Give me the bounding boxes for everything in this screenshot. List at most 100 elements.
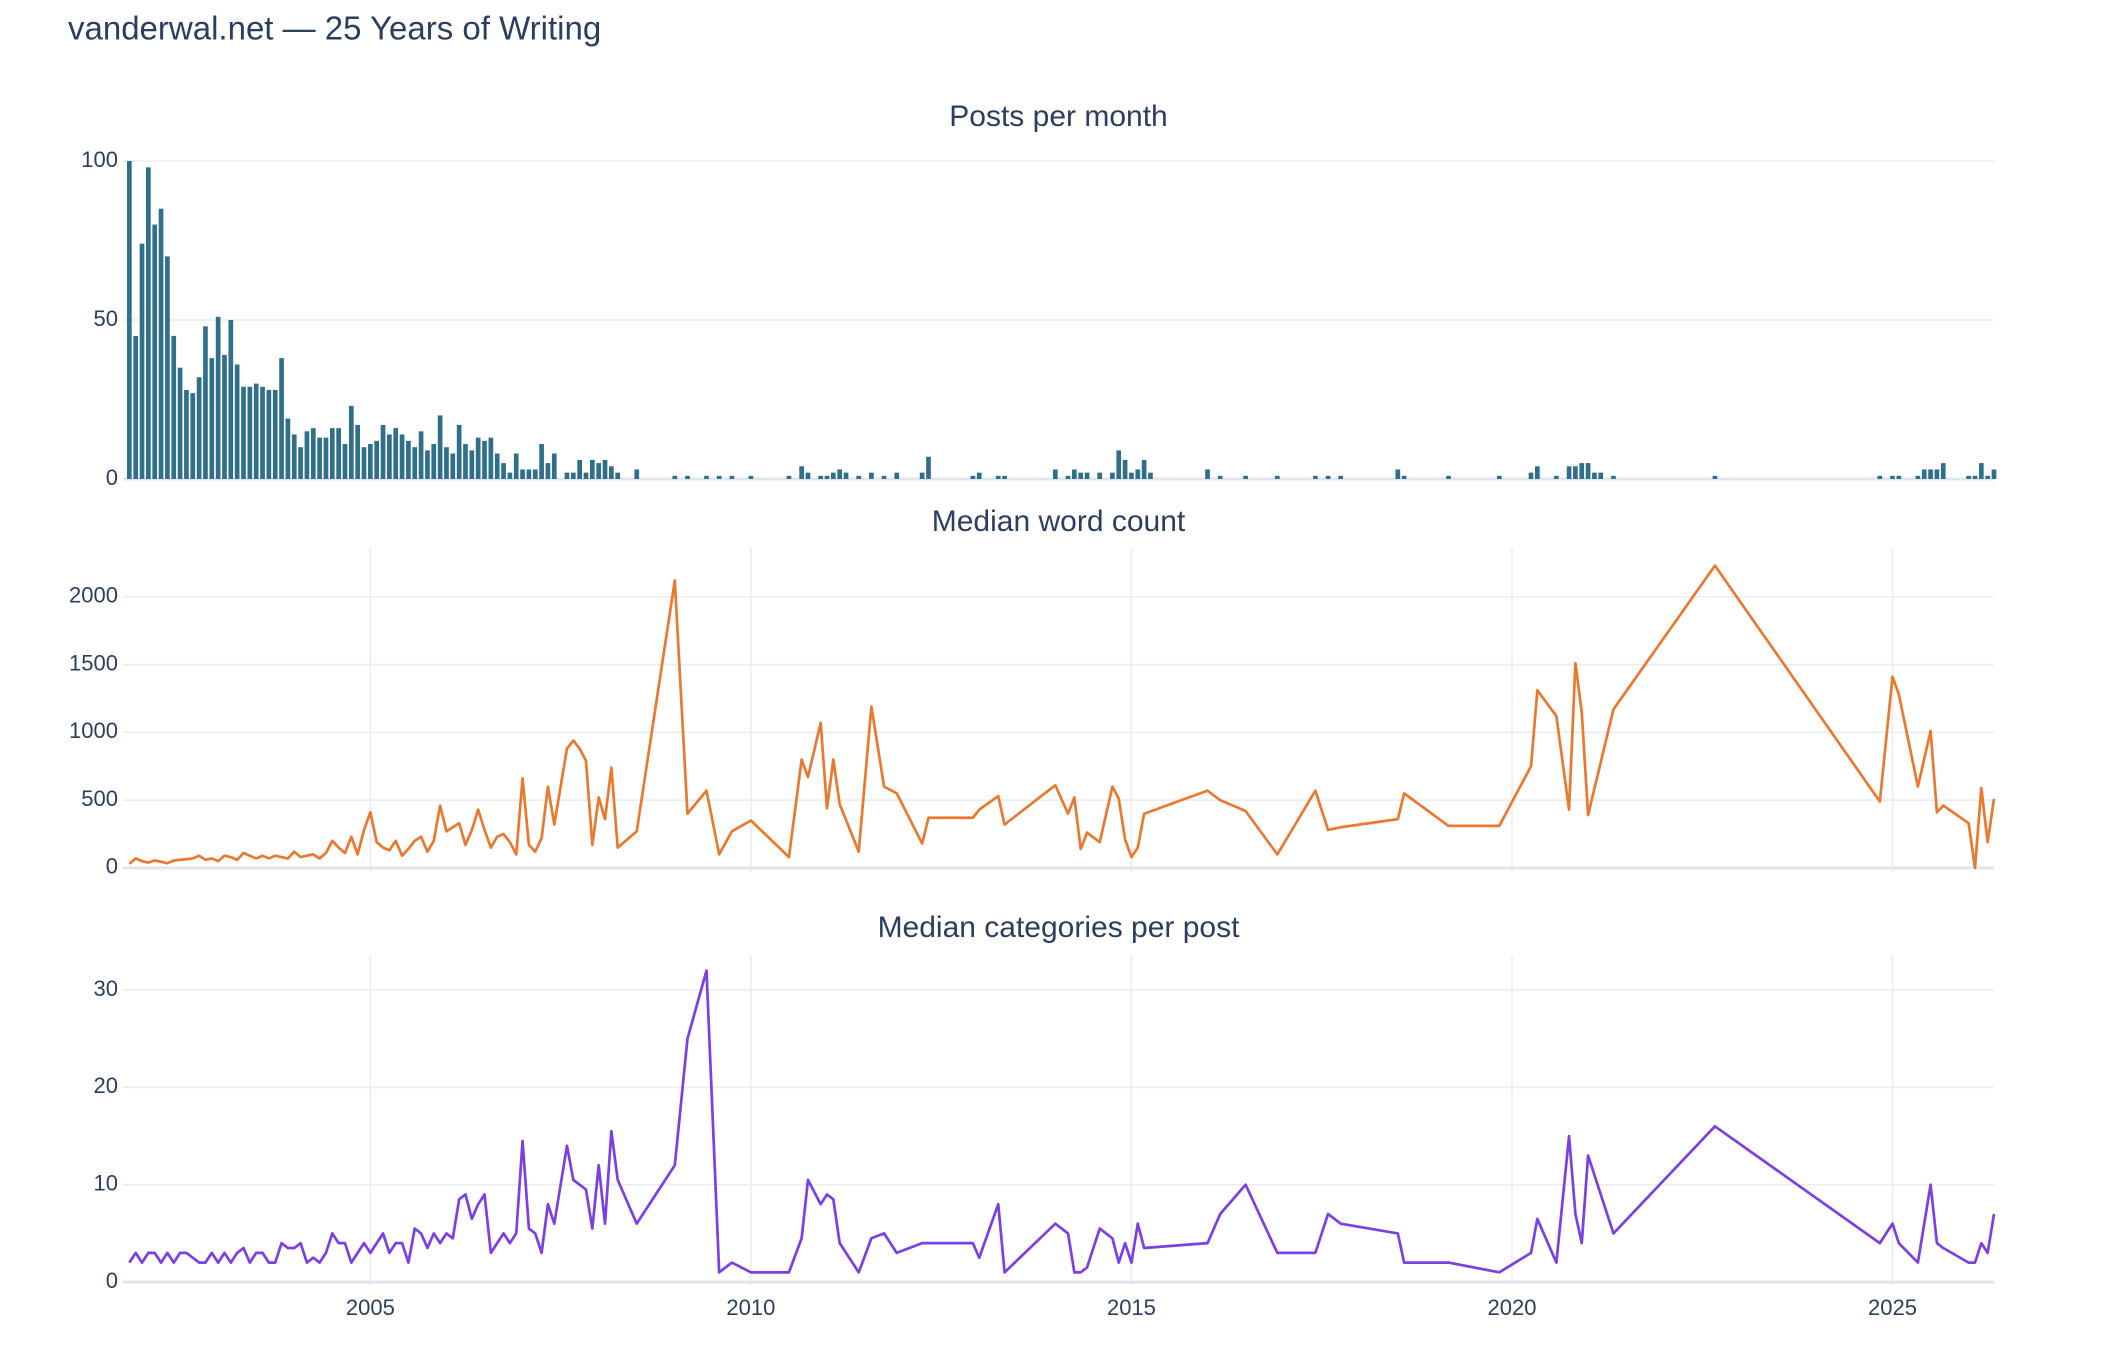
- bar: [1573, 466, 1578, 479]
- y-tick-label: 0: [106, 1268, 118, 1293]
- bar: [1002, 475, 1007, 479]
- bar: [310, 428, 316, 479]
- y-tick-label: 100: [81, 147, 118, 172]
- bar: [881, 475, 887, 479]
- bar: [361, 447, 367, 479]
- bar: [475, 437, 481, 479]
- bar: [1966, 475, 1971, 479]
- bar: [412, 447, 418, 479]
- bar: [513, 453, 519, 479]
- bar: [342, 444, 348, 479]
- bar: [260, 386, 265, 479]
- bar: [387, 434, 392, 479]
- bar: [1338, 475, 1344, 479]
- bar: [380, 424, 386, 479]
- y-tick-label: 20: [94, 1073, 118, 1098]
- subplot-title: Median word count: [932, 505, 1186, 538]
- bar: [247, 386, 253, 479]
- bar: [1097, 472, 1103, 479]
- bar: [171, 335, 177, 479]
- bar: [165, 256, 170, 479]
- bar: [336, 428, 341, 479]
- bar: [995, 475, 1001, 479]
- y-tick-label: 0: [106, 465, 118, 490]
- bar: [190, 393, 196, 479]
- bar: [919, 472, 925, 479]
- bar: [431, 444, 437, 479]
- bar: [634, 469, 640, 479]
- bar: [976, 472, 982, 479]
- bar: [1896, 475, 1902, 479]
- bar: [1566, 466, 1572, 479]
- bar: [507, 472, 513, 479]
- bar: [444, 447, 449, 479]
- bar: [824, 475, 830, 479]
- y-tick-label: 10: [94, 1171, 118, 1196]
- bar: [1135, 469, 1141, 479]
- bar: [520, 469, 525, 479]
- bar: [1579, 463, 1585, 479]
- bar: [1205, 469, 1210, 479]
- page-title: vanderwal.net — 25 Years of Writing: [68, 10, 601, 47]
- bar: [317, 437, 322, 479]
- bar: [1985, 475, 1991, 479]
- bar: [1496, 475, 1502, 479]
- bar: [152, 224, 158, 479]
- bar: [146, 167, 151, 480]
- x-tick-label: 2005: [346, 1295, 395, 1320]
- bar: [583, 472, 589, 479]
- bar: [1585, 463, 1591, 479]
- bar: [139, 243, 145, 479]
- x-tick-label: 2015: [1107, 1295, 1156, 1320]
- bar: [551, 453, 557, 479]
- bar: [501, 463, 506, 479]
- bar: [1915, 475, 1921, 479]
- bar: [570, 472, 576, 479]
- bar: [228, 320, 234, 479]
- bar: [602, 459, 608, 479]
- bar: [856, 475, 862, 479]
- bar: [1401, 475, 1407, 479]
- bar: [526, 469, 532, 479]
- y-tick-label: 2000: [69, 583, 118, 608]
- bar: [177, 367, 183, 479]
- subplot: Median word count 0 500 1000 1500 2000: [69, 505, 1996, 879]
- bar: [418, 431, 424, 479]
- x-tick-label: 2020: [1488, 1295, 1537, 1320]
- bar: [1116, 450, 1122, 479]
- bar: [926, 456, 931, 479]
- bar: [494, 453, 500, 479]
- bar: [1148, 472, 1153, 479]
- bar: [564, 472, 570, 479]
- y-tick-label: 50: [94, 306, 118, 331]
- bar: [1921, 469, 1927, 479]
- bar: [1940, 463, 1946, 479]
- bar: [1052, 469, 1058, 479]
- bar: [1528, 472, 1534, 479]
- bar: [1890, 475, 1895, 479]
- bar: [482, 440, 487, 479]
- bar: [279, 358, 284, 479]
- y-tick-label: 1000: [69, 718, 118, 743]
- subplot: Median categories per post 0 10 20 30 2005 201…: [94, 911, 1996, 1320]
- bar: [596, 463, 602, 479]
- bar: [894, 472, 900, 479]
- bar: [215, 316, 221, 479]
- bar: [818, 475, 824, 479]
- subplot: Posts per month 0 50 100: [81, 100, 1997, 490]
- bar: [184, 389, 189, 479]
- bar: [786, 475, 792, 479]
- y-tick-label: 1500: [69, 650, 118, 675]
- bar: [545, 463, 551, 479]
- bar: [1991, 469, 1997, 479]
- bar: [196, 377, 202, 479]
- bar: [222, 354, 227, 479]
- bar: [1129, 472, 1134, 479]
- bar: [1611, 475, 1616, 479]
- bar: [539, 444, 544, 479]
- bar: [368, 444, 373, 479]
- bar: [1084, 472, 1090, 479]
- bar: [272, 389, 278, 479]
- bar: [488, 437, 494, 479]
- bar: [1122, 459, 1128, 479]
